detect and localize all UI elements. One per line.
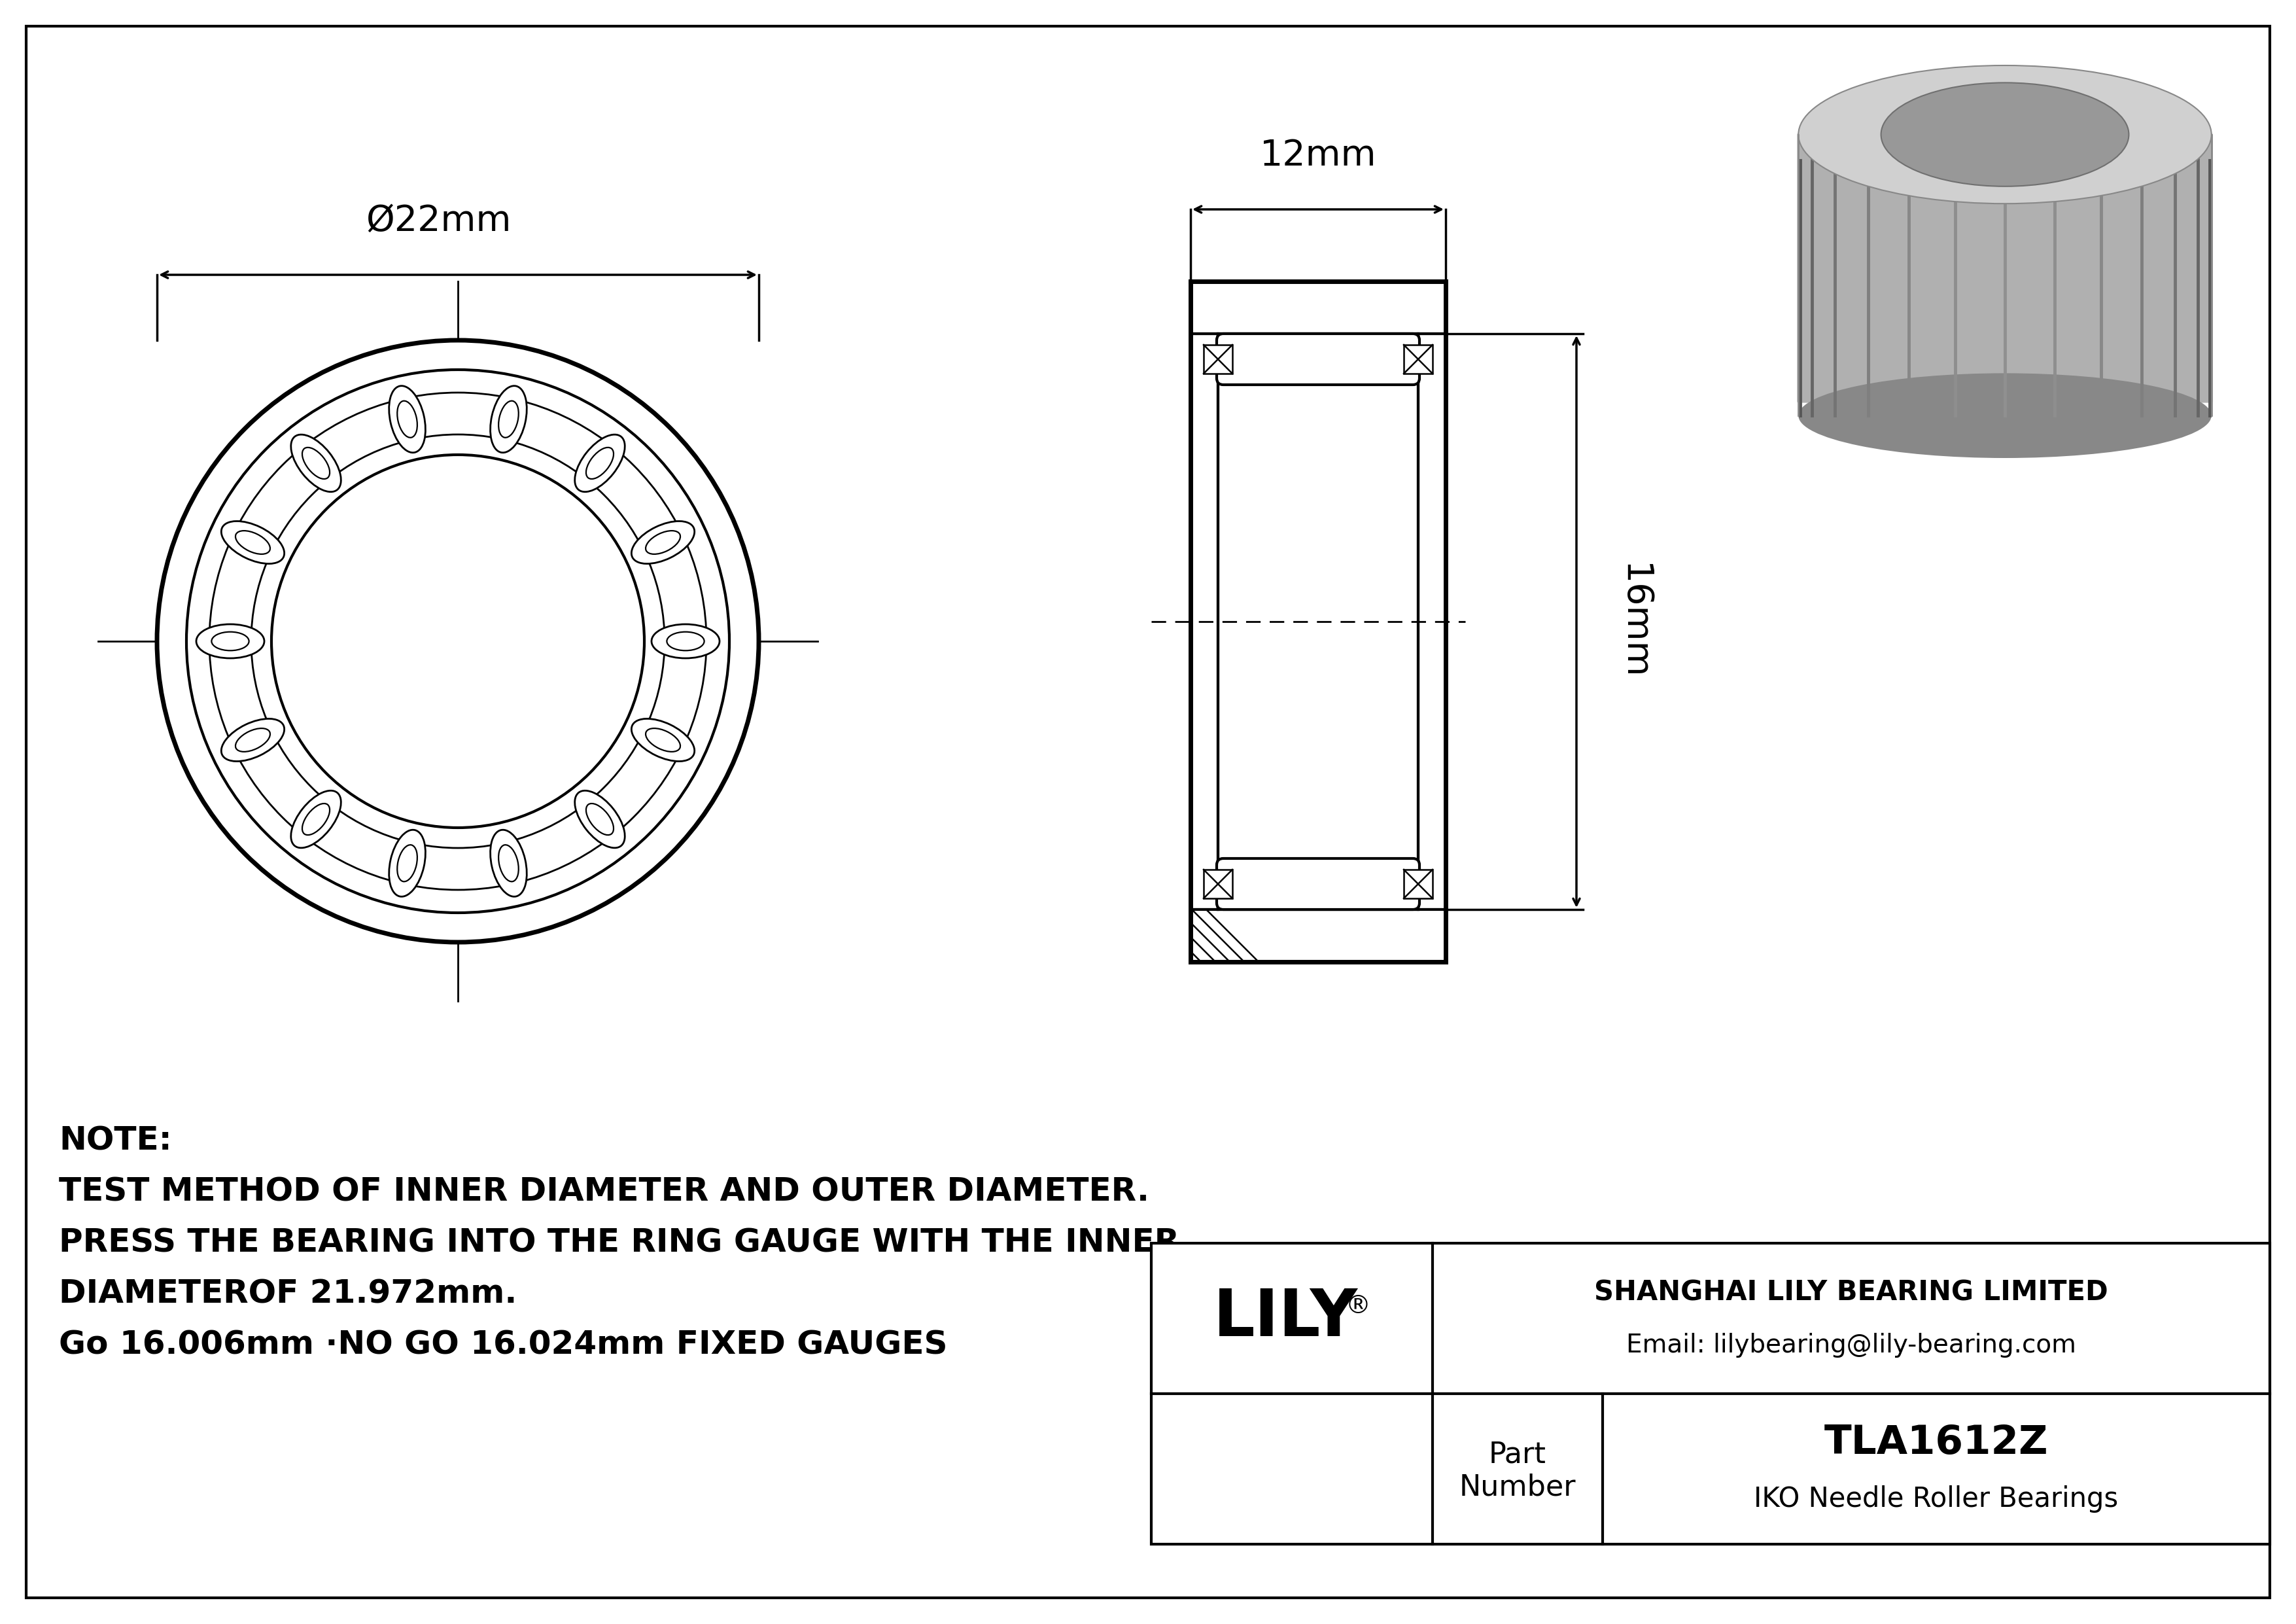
Text: LILY: LILY bbox=[1212, 1286, 1357, 1350]
Circle shape bbox=[156, 341, 758, 942]
Text: TLA1612Z: TLA1612Z bbox=[1825, 1424, 2048, 1463]
Ellipse shape bbox=[652, 624, 719, 658]
Text: Number: Number bbox=[1460, 1473, 1575, 1501]
Text: Ø22mm: Ø22mm bbox=[365, 203, 512, 239]
Bar bbox=[1203, 344, 1233, 374]
Text: PRESS THE BEARING INTO THE RING GAUGE WITH THE INNER: PRESS THE BEARING INTO THE RING GAUGE WI… bbox=[60, 1228, 1180, 1259]
Ellipse shape bbox=[574, 435, 625, 492]
Text: 16mm: 16mm bbox=[1616, 564, 1651, 680]
Ellipse shape bbox=[1798, 65, 2211, 203]
Ellipse shape bbox=[220, 521, 285, 564]
Text: Email: lilybearing@lily-bearing.com: Email: lilybearing@lily-bearing.com bbox=[1626, 1333, 2076, 1358]
Bar bbox=[1403, 869, 1433, 898]
Ellipse shape bbox=[195, 624, 264, 658]
Ellipse shape bbox=[491, 830, 526, 896]
Ellipse shape bbox=[574, 791, 625, 848]
Ellipse shape bbox=[1880, 83, 2128, 187]
Circle shape bbox=[271, 455, 645, 828]
Text: ®: ® bbox=[1345, 1294, 1371, 1319]
Text: IKO Needle Roller Bearings: IKO Needle Roller Bearings bbox=[1754, 1486, 2119, 1514]
Ellipse shape bbox=[292, 791, 342, 848]
Ellipse shape bbox=[388, 387, 425, 453]
Text: NOTE:: NOTE: bbox=[60, 1125, 172, 1156]
Ellipse shape bbox=[631, 521, 693, 564]
Bar bbox=[1150, 1244, 2271, 1544]
Text: Part: Part bbox=[1488, 1440, 1548, 1468]
Circle shape bbox=[186, 370, 730, 913]
FancyBboxPatch shape bbox=[1798, 133, 2213, 403]
Bar bbox=[1203, 869, 1233, 898]
Text: 12mm: 12mm bbox=[1261, 138, 1378, 174]
Text: Go 16.006mm ·NO GO 16.024mm FIXED GAUGES: Go 16.006mm ·NO GO 16.024mm FIXED GAUGES bbox=[60, 1330, 948, 1361]
FancyBboxPatch shape bbox=[1217, 333, 1419, 385]
Ellipse shape bbox=[292, 435, 342, 492]
Bar bbox=[1403, 344, 1433, 374]
Ellipse shape bbox=[1798, 65, 2211, 203]
Bar bbox=[1419, 333, 1446, 909]
Bar bbox=[1192, 281, 1446, 333]
Ellipse shape bbox=[1798, 374, 2211, 458]
Text: SHANGHAI LILY BEARING LIMITED: SHANGHAI LILY BEARING LIMITED bbox=[1593, 1280, 2108, 1307]
FancyBboxPatch shape bbox=[1217, 859, 1419, 909]
Ellipse shape bbox=[220, 719, 285, 762]
Bar bbox=[1192, 333, 1217, 909]
Ellipse shape bbox=[1880, 83, 2128, 187]
Ellipse shape bbox=[631, 719, 693, 762]
Ellipse shape bbox=[388, 830, 425, 896]
Text: DIAMETEROF 21.972mm.: DIAMETEROF 21.972mm. bbox=[60, 1278, 517, 1311]
Text: TEST METHOD OF INNER DIAMETER AND OUTER DIAMETER.: TEST METHOD OF INNER DIAMETER AND OUTER … bbox=[60, 1176, 1150, 1208]
Bar bbox=[1192, 909, 1446, 961]
Ellipse shape bbox=[491, 387, 526, 453]
